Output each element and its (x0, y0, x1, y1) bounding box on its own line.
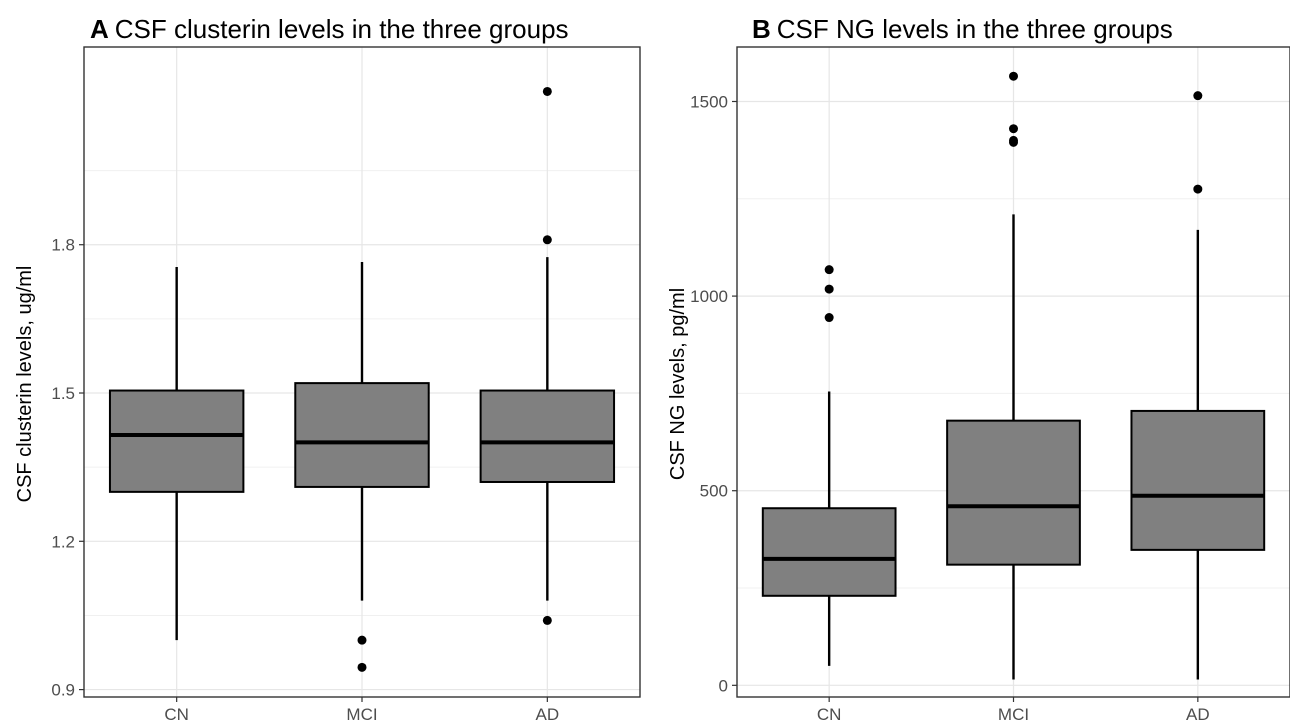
x-tick-label: CN (817, 705, 842, 724)
box-mci (946, 71, 1081, 680)
box-body (946, 419, 1081, 566)
panel-a-plot: 0.9 1.2 1.5 1.8 CN MCI AD (51, 46, 641, 724)
panel-b-title-text: CSF NG levels in the three groups (777, 14, 1173, 44)
outlier-point (357, 635, 367, 645)
outlier-point (542, 235, 552, 245)
outlier-point (1009, 124, 1018, 134)
outlier-point (1193, 184, 1203, 194)
box-body (294, 382, 430, 488)
x-tick-label: MCI (346, 705, 377, 724)
box-ad (1130, 91, 1266, 680)
y-tick-label: 1.5 (51, 384, 75, 403)
panel-b-letter: B (752, 14, 771, 44)
box-ad (479, 86, 616, 625)
panel-b-title: B CSF NG levels in the three groups (752, 14, 1173, 44)
x-tick-label: AD (1186, 705, 1210, 724)
outlier-point (542, 615, 552, 625)
panel-b-y-axis-title: CSF NG levels, pg/ml (667, 288, 689, 480)
panel-a: 0.91.21.51.8CN MCI ADA CSF clusterin levels… (14, 14, 641, 724)
panel-b-plot: 0 500 1000 1500 CN MCI AD (690, 46, 1290, 724)
box-mci (294, 262, 430, 672)
y-tick-label: 1000 (690, 287, 728, 306)
outlier-point (1009, 137, 1018, 147)
box-cn (761, 265, 897, 666)
box-body (761, 507, 897, 597)
box-body (479, 389, 616, 483)
outlier-point (824, 313, 834, 323)
y-tick-label: 0.9 (51, 681, 75, 700)
outlier-point (357, 662, 367, 672)
x-tick-label: CN (164, 705, 189, 724)
y-tick-label: 0 (719, 676, 728, 695)
y-tick-label: 1500 (690, 92, 728, 111)
panel-a-letter: A (90, 14, 109, 44)
outlier-point (824, 284, 834, 294)
x-tick-label: AD (536, 705, 560, 724)
box-body (1130, 409, 1266, 551)
panel-a-title-text: CSF clusterin levels in the three groups (115, 14, 569, 44)
panel-a-title: A CSF clusterin levels in the three group… (90, 14, 569, 44)
panel-b: 0 500 1000 1500 CN MCI AD B CSF NG levels in the… (667, 14, 1290, 724)
y-tick-label: 500 (700, 482, 728, 501)
y-tick-label: 1.8 (51, 236, 75, 255)
panel-a-y-axis-title: CSF clusterin levels, ug/ml (14, 266, 36, 503)
outlier-point (824, 265, 834, 275)
outlier-point (1009, 71, 1018, 81)
outlier-point (542, 86, 552, 96)
box-cn (108, 266, 245, 641)
outlier-point (1193, 91, 1203, 101)
x-tick-label: MCI (998, 705, 1029, 724)
box-body (108, 389, 245, 493)
y-tick-label: 1.2 (51, 532, 75, 551)
